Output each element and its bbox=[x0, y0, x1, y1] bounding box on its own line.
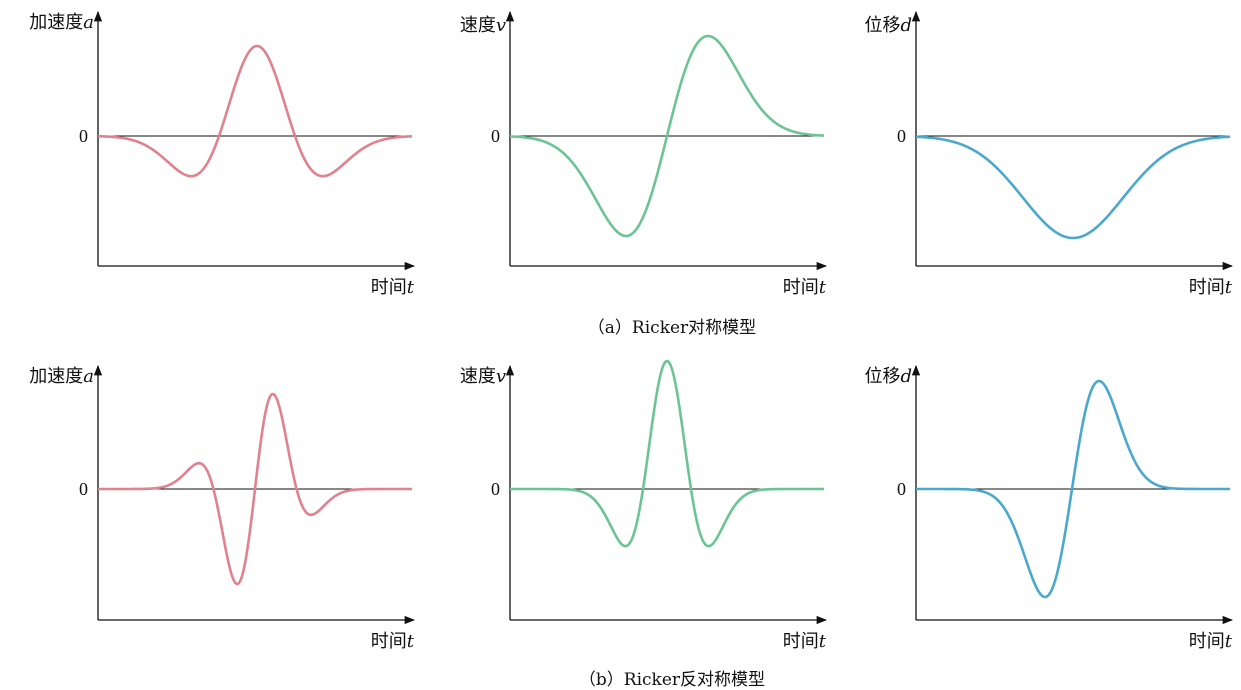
x-axis-label: 时间t bbox=[1189, 631, 1233, 652]
series-line-b-dis bbox=[916, 381, 1230, 597]
chart-panel-b-dis: 0 位移d 时间t bbox=[864, 366, 1232, 652]
y-tick-label: 0 bbox=[79, 479, 88, 499]
x-axis-label: 时间t bbox=[371, 277, 415, 298]
chart-panel-b-vel: 0 速度v 时间t bbox=[460, 361, 827, 652]
y-axis-label: 速度v bbox=[460, 15, 506, 36]
y-axis-label: 速度v bbox=[460, 366, 506, 387]
x-axis-label: 时间t bbox=[783, 277, 827, 298]
y-axis-label: 加速度a bbox=[29, 366, 94, 387]
series-line-a-acc bbox=[98, 46, 412, 176]
chart-panel-b-acc: 0 加速度a 时间t bbox=[29, 366, 415, 652]
y-tick-label: 0 bbox=[897, 126, 906, 146]
y-tick-label: 0 bbox=[491, 479, 500, 499]
series-line-b-vel bbox=[510, 361, 824, 546]
x-axis-label: 时间t bbox=[783, 631, 827, 652]
chart-panel-a-acc: 0 加速度a 时间t bbox=[29, 12, 415, 298]
y-axis-label: 位移d bbox=[864, 366, 912, 387]
chart-panel-a-vel: 0 速度v 时间t bbox=[460, 12, 827, 298]
caption-a: （a）Ricker对称模型 bbox=[588, 318, 756, 338]
chart-panel-a-dis: 0 位移d 时间t bbox=[864, 12, 1232, 298]
y-tick-label: 0 bbox=[897, 479, 906, 499]
series-line-b-acc bbox=[98, 394, 412, 584]
y-axis-label: 加速度a bbox=[29, 12, 94, 33]
y-axis-label: 位移d bbox=[864, 15, 912, 36]
x-axis-label: 时间t bbox=[371, 631, 415, 652]
y-tick-label: 0 bbox=[491, 126, 500, 146]
x-axis-label: 时间t bbox=[1189, 277, 1233, 298]
y-tick-label: 0 bbox=[79, 126, 88, 146]
caption-b: （b）Ricker反对称模型 bbox=[579, 670, 765, 690]
series-line-a-dis bbox=[916, 137, 1230, 238]
